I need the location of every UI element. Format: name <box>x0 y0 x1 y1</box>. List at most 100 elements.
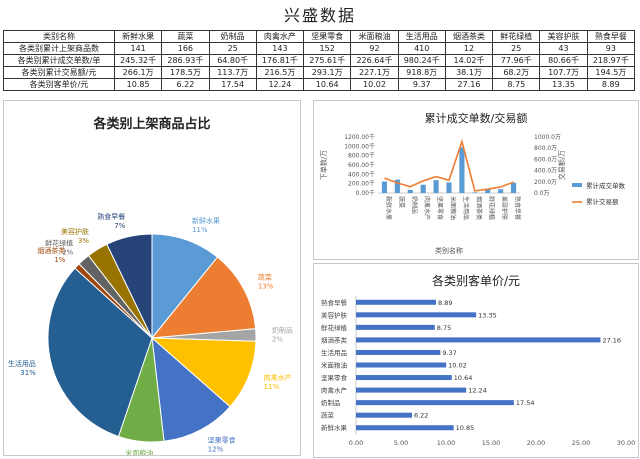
pie-label: 米面粮油7% <box>125 448 153 455</box>
combo-chart-title: 累计成交单数/交易额 <box>424 112 528 125</box>
x-tick-label: 20.00 <box>527 439 546 447</box>
bar-price <box>356 349 441 355</box>
bar-value-label: 27.16 <box>602 336 621 344</box>
pie-slice <box>150 337 257 408</box>
y-tick-right: 800.0万 <box>534 145 557 152</box>
pie-label-percent: 2% <box>62 249 73 257</box>
pie-label-percent: 2% <box>272 336 283 344</box>
y-tick-right: 1000.0万 <box>534 134 561 141</box>
pie-label-name: 烟酒茶类 <box>37 246 65 255</box>
table-cell: 218.97千 <box>586 54 636 67</box>
table-cell: 216.5万 <box>255 66 305 79</box>
row-label: 各类别累计交易额/元 <box>3 66 115 79</box>
table-cell: 113.7万 <box>208 66 257 79</box>
bar-price <box>356 312 477 318</box>
legend-label-revenue: 累计交易额 <box>586 197 619 206</box>
table-cell: 166 <box>161 42 210 55</box>
bar-orders <box>459 147 465 193</box>
bar-price <box>356 324 435 330</box>
category-label: 熟食早餐 <box>321 298 348 307</box>
row-label: 类别名称 <box>3 30 115 43</box>
table-cell: 141 <box>113 42 163 55</box>
table-cell: 43 <box>539 42 588 55</box>
table-cell: 107.7万 <box>539 66 588 79</box>
table-cell: 68.2万 <box>492 66 541 79</box>
bar-price <box>356 425 454 431</box>
bar-orders <box>381 181 388 193</box>
pie-label-name: 生活用品 <box>8 359 36 368</box>
y-tick-left: 600.00千 <box>348 161 375 169</box>
table-cell: 10.85 <box>113 78 163 91</box>
summary-table: 类别名称 新鲜水果 蔬菜 奶制品 肉禽水产 坚果零食 米面粮油 生活用品 烟酒茶类 鲜花绿植 美容护… <box>3 30 636 91</box>
category-label: 生活用品 <box>321 348 347 357</box>
hbar-chart-panel: 各类别客单价/元 熟食早餐 8.89 美容护肤 13.35 鲜花绿植 8.75 烟酒茶类 27… <box>313 263 639 458</box>
row-label: 各类别累计成交单数/单 <box>3 54 115 67</box>
pie-slice <box>151 336 231 442</box>
y-axis-title-right: 交易额/万 <box>557 150 566 180</box>
table-cell: 蔬菜 <box>161 30 210 43</box>
table-row: 各类别客单价/元 10.85 6.22 17.54 12.24 10.64 10.02 9.3… <box>3 78 636 91</box>
table-cell: 286.93千 <box>161 54 210 67</box>
table-cell: 奶制品 <box>208 30 257 43</box>
legend-swatch-orders <box>572 183 582 187</box>
bar-orders <box>420 184 426 193</box>
category-label: 米面粮油 <box>321 361 347 370</box>
pie-label-name: 熟食早餐 <box>97 212 125 221</box>
table-cell: 鲜花绿植 <box>492 30 541 43</box>
table-cell: 8.89 <box>586 78 636 91</box>
bar-orders <box>472 192 478 193</box>
pie-label-name: 新鲜水果 <box>192 216 220 225</box>
hbar-chart: 熟食早餐 8.89 美容护肤 13.35 鲜花绿植 8.75 烟酒茶类 27.16 生活用品 9.… <box>321 296 636 447</box>
pie-slice <box>150 256 257 339</box>
y-tick-left: 400.00千 <box>348 170 375 178</box>
table-cell: 293.1万 <box>303 66 352 79</box>
x-tick-label: 肉禽水产 <box>423 196 431 220</box>
table-cell: 生活用品 <box>397 30 446 43</box>
table-cell: 9.37 <box>397 78 446 91</box>
x-tick-label: 5.00 <box>394 439 408 447</box>
y-tick-left: 800.00千 <box>348 152 375 160</box>
bar-value-label: 10.85 <box>456 424 475 432</box>
pie-chart-panel: 各类别上架商品占比 新鲜水果 11% 蔬菜 13% 奶制品 2% 肉禽水产 11% 坚果零食 12… <box>3 100 301 456</box>
table-cell: 米面粮油 <box>350 30 399 43</box>
table-cell: 194.5万 <box>586 66 636 79</box>
pie-label-name: 美容护肤 <box>61 227 89 236</box>
y-tick-left: 200.00千 <box>348 180 375 188</box>
pie-label-percent: 11% <box>192 226 208 234</box>
y-axis-title-left: 下单数/万 <box>319 150 328 180</box>
hbar-chart-title: 各类别客单价/元 <box>431 274 521 288</box>
line-revenue <box>384 138 514 192</box>
table-cell: 38.1万 <box>444 66 494 79</box>
table-cell: 178.5万 <box>161 66 210 79</box>
table-cell: 8.75 <box>492 78 541 91</box>
pie-chart: 新鲜水果11%蔬菜13%奶制品2%肉禽水产11%坚果零食12%米面粮油7%生活用… <box>8 212 293 455</box>
table-cell: 13.35 <box>539 78 588 91</box>
table-cell: 肉禽水产 <box>255 30 305 43</box>
table-cell: 275.61千 <box>303 54 352 67</box>
x-tick-label: 30.00 <box>617 439 636 447</box>
bar-value-label: 8.75 <box>437 324 451 332</box>
table-cell: 10.64 <box>303 78 352 91</box>
pie-label-percent: 11% <box>264 383 280 391</box>
y-tick-right: 600.0万 <box>534 156 557 163</box>
table-cell: 93 <box>586 42 636 55</box>
pie-label-name: 坚果零食 <box>208 435 236 444</box>
table-cell: 266.1万 <box>113 66 163 79</box>
table-cell: 176.81千 <box>255 54 305 67</box>
y-tick-left: 1000.00千 <box>344 142 375 150</box>
bar-value-label: 6.22 <box>414 412 428 420</box>
pie-label-percent: 13% <box>258 283 274 291</box>
bar-orders <box>446 182 452 193</box>
pie-label-name: 蔬菜 <box>258 273 272 282</box>
row-label: 各类别客单价/元 <box>3 78 115 91</box>
table-cell: 152 <box>303 42 352 55</box>
y-tick-right: 200.0万 <box>534 179 557 186</box>
